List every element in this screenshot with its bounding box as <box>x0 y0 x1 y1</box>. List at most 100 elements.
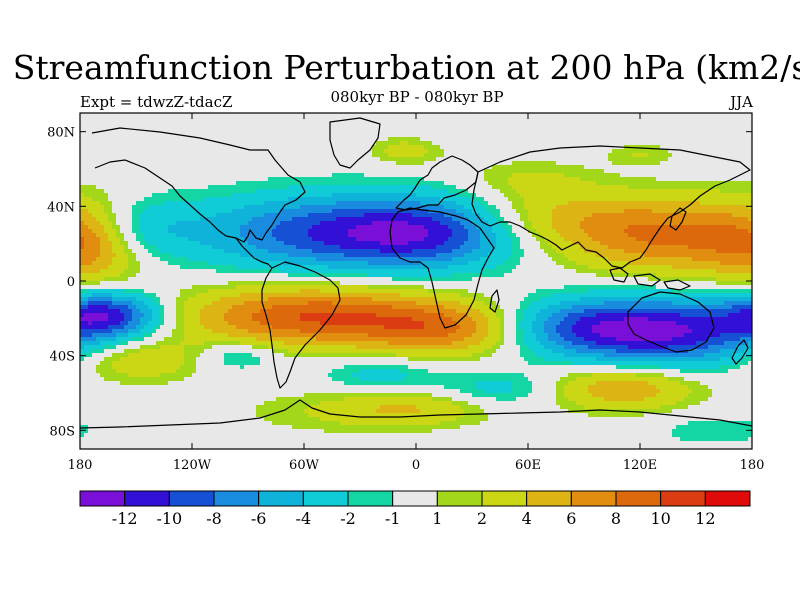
field-cell <box>748 361 752 366</box>
field-cell <box>280 269 485 274</box>
field-cell <box>80 125 752 130</box>
field-cell <box>520 305 529 310</box>
field-cell <box>524 225 533 230</box>
field-cell <box>300 329 457 334</box>
field-cell <box>96 337 117 342</box>
field-cell <box>520 353 537 358</box>
field-cell <box>588 413 645 418</box>
field-cell <box>532 385 557 390</box>
field-cell <box>712 393 752 398</box>
field-cell <box>480 241 497 246</box>
field-cell <box>532 349 553 354</box>
field-cell <box>512 389 533 394</box>
field-cell <box>140 349 185 354</box>
field-cell <box>168 261 209 266</box>
field-cell <box>148 249 161 254</box>
field-cell <box>80 197 93 202</box>
field-cell <box>164 313 177 318</box>
field-cell <box>92 293 113 298</box>
field-cell <box>408 141 433 146</box>
field-cell <box>112 257 129 262</box>
field-cell <box>496 309 505 314</box>
field-cell <box>576 377 669 382</box>
field-cell <box>488 201 513 206</box>
field-cell <box>624 145 661 150</box>
field-cell <box>228 309 261 314</box>
field-cell <box>596 357 721 362</box>
field-cell <box>496 349 521 354</box>
field-cell <box>588 385 657 390</box>
field-cell <box>108 317 125 322</box>
field-cell <box>128 341 157 346</box>
field-cell <box>188 237 245 242</box>
field-cell <box>92 333 117 338</box>
field-cell <box>456 201 481 206</box>
field-cell <box>456 417 489 422</box>
field-cell <box>608 153 633 158</box>
field-cell <box>128 353 185 358</box>
field-cell <box>552 257 569 262</box>
field-cell <box>668 157 752 162</box>
field-cell <box>80 161 397 166</box>
field-cell <box>516 341 525 346</box>
coastline-indonesia <box>609 267 691 291</box>
field-cell <box>448 225 465 230</box>
field-cell <box>140 321 149 326</box>
field-cell <box>512 161 557 166</box>
field-cell <box>196 361 225 366</box>
field-cell <box>140 329 153 334</box>
field-cell <box>432 397 453 402</box>
field-cell <box>80 281 101 286</box>
field-cell <box>92 321 121 326</box>
field-cell <box>80 189 105 194</box>
field-cell <box>80 213 93 218</box>
field-cell <box>564 265 589 270</box>
field-cell <box>504 273 597 278</box>
field-cell <box>176 369 197 374</box>
field-cell <box>172 253 241 258</box>
field-cell <box>556 389 565 394</box>
field-cell <box>372 153 389 158</box>
field-cell <box>588 265 673 270</box>
field-cell <box>572 341 597 346</box>
field-cell <box>304 409 377 414</box>
field-cell <box>212 329 249 334</box>
coastline-new-zealand <box>731 339 749 365</box>
field-cell <box>492 213 501 218</box>
field-cell <box>516 333 525 338</box>
field-cell <box>448 265 497 270</box>
field-cell <box>496 341 505 346</box>
field-cell <box>688 405 752 410</box>
field-cell <box>704 353 733 358</box>
field-cell <box>548 253 565 258</box>
field-cell <box>564 317 581 322</box>
field-cell <box>424 309 457 314</box>
field-cell <box>88 289 125 294</box>
field-cell <box>708 385 752 390</box>
field-cell <box>80 221 85 226</box>
field-cell <box>504 341 517 346</box>
field-cell <box>252 313 301 318</box>
field-cell <box>508 181 597 186</box>
colorbar: -12 -10 -8 -6 -4 -2 -1 1 2 4 6 8 10 12 <box>79 490 751 528</box>
field-cell <box>496 265 517 270</box>
field-cell <box>160 313 165 318</box>
field-cell <box>480 233 497 238</box>
field-cell <box>420 137 752 142</box>
field-cell <box>524 309 541 314</box>
field-cell <box>480 229 493 234</box>
field-cell <box>476 225 493 230</box>
field-cell <box>484 205 497 210</box>
field-cell <box>632 153 649 158</box>
field-cell <box>488 417 752 422</box>
field-cell <box>212 245 257 250</box>
field-cell <box>128 321 141 326</box>
field-cell <box>204 341 241 346</box>
field-cell <box>88 429 325 434</box>
field-cell <box>156 293 181 298</box>
field-cell <box>444 153 609 158</box>
field-cell <box>112 361 185 366</box>
field-cell <box>484 197 509 202</box>
field-cell <box>568 381 597 386</box>
field-cell <box>80 285 193 290</box>
